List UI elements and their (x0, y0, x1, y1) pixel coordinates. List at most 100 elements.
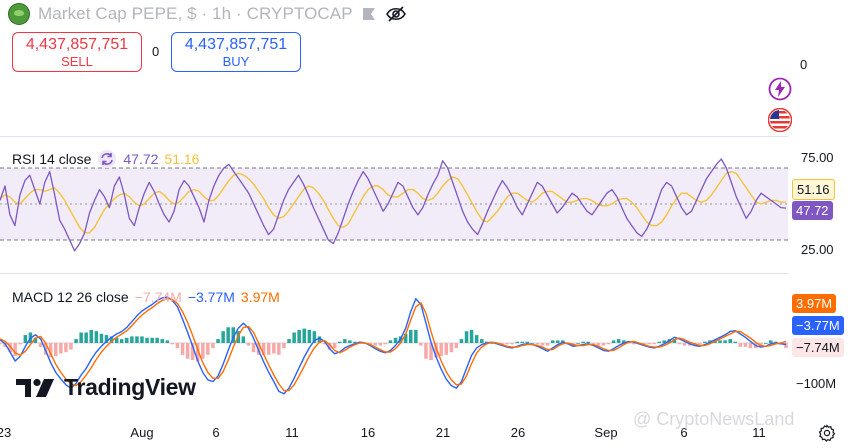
macd-histogram-bar (677, 343, 682, 345)
macd-histogram-bar (165, 340, 170, 343)
macd-histogram-bar (216, 339, 220, 343)
macd-histogram-bar (206, 343, 210, 355)
macd-histogram-bar (119, 339, 124, 343)
macd-histogram-bar (449, 343, 454, 353)
macd-histogram-bar (322, 343, 327, 345)
macd-histogram-bar (632, 343, 636, 345)
macd-histogram-bar (459, 339, 464, 343)
macd-histogram-bar (84, 332, 88, 343)
macd-histogram-bar (59, 343, 63, 354)
macd-histogram-bar (652, 343, 656, 345)
rsi-line (0, 158, 787, 252)
rsi-ma-price-tag: 51.16 (792, 179, 835, 200)
buy-label: BUY (222, 53, 250, 69)
macd-histogram-bar (429, 343, 433, 361)
macd-histogram-bar (454, 343, 459, 349)
macd-histogram-bar (545, 343, 550, 346)
macd-histogram-bar (226, 327, 230, 343)
sell-price: 4,437,857,751 (25, 35, 129, 53)
eye-crossed-icon[interactable] (385, 5, 407, 23)
pane-divider[interactable] (0, 136, 788, 137)
macd-histogram-bar (383, 343, 388, 345)
macd-histogram-bar (38, 343, 43, 347)
lightning-icon[interactable] (768, 77, 792, 101)
macd-histogram-bar (196, 343, 200, 362)
macd-histogram-bar (312, 331, 317, 343)
buy-price: 4,437,857,751 (184, 35, 288, 53)
macd-histogram-bar (728, 339, 732, 343)
rsi-ma-value: 51.16 (164, 151, 200, 167)
time-axis[interactable]: 23 Aug 6 11 16 21 26 Sep 6 11 (0, 418, 788, 448)
macd-histogram-bar (515, 341, 519, 343)
macd-histogram-bar (596, 343, 601, 346)
chart-title[interactable]: Market Cap PEPE, $ · 1h · CRYPTOCAP (38, 4, 353, 23)
macd-histogram-bar (758, 343, 763, 346)
watermark: @ CryptoNewsLand (633, 409, 795, 429)
macd-histogram-bar (145, 337, 149, 343)
macd-histogram-bar (251, 343, 256, 353)
macd-histogram-bar (231, 327, 235, 343)
macd-histogram-bar (8, 343, 12, 353)
macd-histogram-bar (140, 336, 144, 343)
macd-histogram-bar (510, 343, 514, 345)
macd-histogram-bar (287, 339, 291, 343)
x-tick: 6 (680, 425, 688, 440)
macd-histogram-bar (18, 343, 22, 345)
macd-histogram-bar (662, 340, 666, 343)
macd-signal-value: 3.97M (240, 289, 280, 305)
macd-histogram-bar (241, 336, 246, 343)
macd-histogram-bar (520, 341, 524, 343)
macd-histogram-bar (23, 335, 28, 343)
macd-histogram-bar (500, 343, 504, 345)
x-tick: Sep (594, 425, 618, 440)
macd-histogram-bar (89, 329, 93, 343)
macd-histogram-bar (444, 343, 448, 355)
macd-histogram-bar (490, 343, 494, 344)
macd-histogram-bar (672, 339, 677, 343)
macd-legend[interactable]: MACD 12 26 close −7.74M −3.77M 3.97M (12, 289, 280, 305)
chart-title-row: Market Cap PEPE, $ · 1h · CRYPTOCAP (8, 2, 407, 26)
macd-histogram-bar (221, 331, 225, 343)
rsi-value: 47.72 (123, 151, 159, 167)
macd-histogram-bar (104, 335, 109, 343)
macd-histogram-bar (109, 336, 114, 343)
macd-histogram-bar (586, 341, 590, 343)
us-flag-icon[interactable] (768, 108, 792, 132)
macd-histogram-bar (748, 343, 753, 349)
buy-button[interactable]: 4,437,857,751 BUY (171, 32, 301, 72)
sell-button[interactable]: 4,437,857,751 SELL (12, 32, 142, 72)
macd-histogram-bar (784, 343, 788, 349)
macd-histogram-bar (282, 343, 286, 349)
macd-histogram-bar (307, 329, 312, 343)
tradingview-logo[interactable]: TradingView (16, 374, 196, 401)
macd-histogram-bar (261, 343, 266, 355)
flag-icon[interactable] (361, 6, 377, 22)
macd-histogram-bar (74, 339, 78, 343)
macd-histogram-bar (419, 343, 423, 346)
tradingview-wordmark: TradingView (64, 374, 196, 400)
macd-histogram-bar (343, 339, 347, 343)
macd-histogram-bar (576, 343, 580, 344)
rsi-legend[interactable]: RSI 14 close 47.72 51.16 (12, 149, 199, 169)
macd-histogram-bar (525, 341, 530, 343)
macd-histogram-bar (160, 339, 164, 343)
macd-histogram-bar (69, 343, 73, 350)
main-axis-label: 0 (800, 57, 808, 72)
pane-divider[interactable] (0, 273, 788, 274)
sync-icon[interactable] (97, 149, 117, 169)
sell-label: SELL (61, 53, 93, 69)
macd-histogram-bar (464, 331, 469, 343)
x-tick: 11 (285, 425, 299, 440)
macd-histogram-bar (393, 337, 398, 343)
macd-histogram-bar (469, 329, 474, 343)
macd-histogram-bar (297, 329, 301, 343)
gear-icon[interactable] (818, 424, 836, 442)
spread-value: 0 (152, 44, 160, 59)
macd-histogram-bar (54, 343, 58, 357)
macd-histogram-bar (317, 336, 322, 343)
macd-histogram-bar (439, 343, 443, 357)
macd-histogram-bar (64, 343, 68, 353)
macd-histogram-bar (764, 343, 768, 344)
macd-histogram-bar (733, 341, 737, 343)
